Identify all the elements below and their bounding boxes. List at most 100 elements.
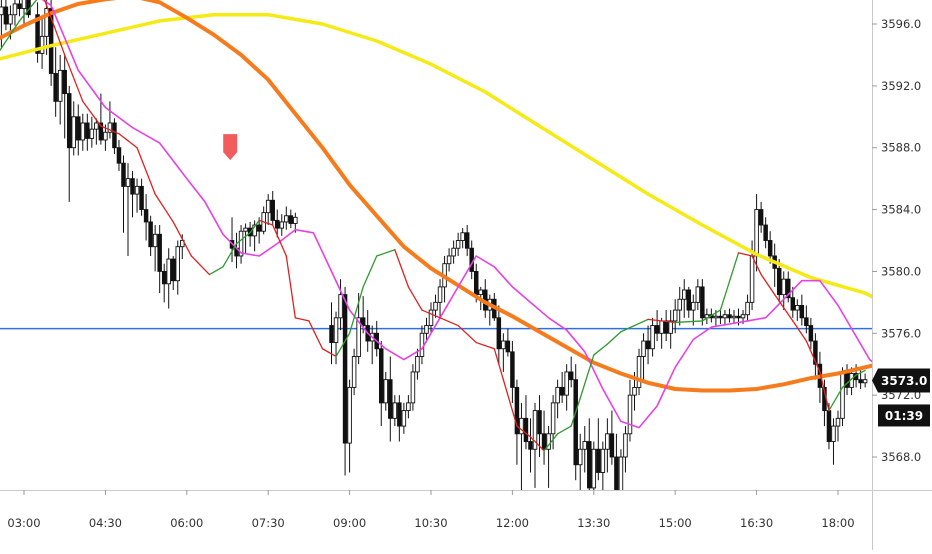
candle [654,310,660,342]
candle-body-up [175,246,181,282]
candle-body-up [284,215,289,223]
candle-body-down [464,232,470,249]
candle-body-up [107,122,113,133]
candle-body-up [672,309,678,322]
candle [424,317,429,342]
candle-body-up [252,224,257,237]
price-axis[interactable]: 3568.03572.03576.03580.03584.03588.03592… [872,17,921,464]
candle [582,426,588,473]
candle [410,364,416,411]
candle-body-down [342,294,348,444]
candle [356,293,361,365]
candle [143,194,149,241]
candle [501,333,506,372]
candle [455,232,461,256]
candle-body-up [650,325,655,350]
candle [858,370,863,389]
yellow-ma-line [0,12,872,299]
countdown-label-bg [878,404,930,427]
candle [695,279,701,311]
candle-body-down [379,348,384,404]
fast-ma-segment [855,369,866,376]
price-tick-label: 3596.0 [881,17,921,31]
candle [243,223,248,253]
candle-body-up [103,131,108,141]
candle [415,348,420,380]
fast-ma-segment [82,100,102,127]
candle [134,178,140,213]
candle [636,348,642,396]
last-price-text: 3573.0 [881,374,927,388]
plot-area[interactable] [0,0,892,534]
fast-ma-segment [502,379,518,427]
candle-body-up [501,340,506,350]
candle [392,395,398,427]
candle [731,310,737,325]
candle [170,255,176,290]
candle [600,441,606,490]
candle-body-down [130,178,135,195]
candle-body-down [139,185,144,211]
candle-body-up [166,258,171,285]
candle-body-up [623,433,628,458]
candle-body-up [125,178,131,187]
price-tick-label: 3584.0 [881,203,921,217]
candle [804,305,809,334]
candle-body-down [786,278,791,299]
candle [568,356,574,388]
candle [813,333,818,380]
candle [767,231,773,264]
candle-body-down [727,314,732,319]
time-tick-label: 12:00 [496,516,529,530]
candle-body-up [293,216,298,224]
candle [433,294,438,318]
candle-body-up [333,317,339,344]
candle [166,248,171,309]
candle-body-up [8,14,13,25]
orange-ma-line [0,0,872,393]
candle [451,240,456,264]
candle-body-down [767,240,773,257]
candle-body-up [795,305,800,311]
fast-ma-segment [0,20,21,52]
time-axis[interactable]: 03:00 04:30 06:00 07:30 09:00 10:30 12:00 13:30… [7,490,855,530]
candle [17,0,22,17]
candle [347,379,352,473]
candle-body-up [781,278,786,296]
candle-body-down [270,199,275,221]
candle [799,294,805,326]
candle-body-down [388,379,393,419]
candle [161,263,167,303]
candle [790,286,796,318]
candle [57,54,63,125]
candle-body-up [238,230,244,257]
candle-body-down [143,209,149,223]
candle-body-up [754,209,759,257]
candle-body-up [433,301,438,311]
sell-signal-arrow-icon[interactable] [223,134,238,161]
candle [514,379,520,465]
candle [763,217,768,249]
candle-body-up [383,379,389,404]
fast-ma-segment [475,341,495,350]
fast-ma-segment [348,286,364,334]
candle-body-down [360,317,366,327]
fast-ma-segment [579,354,595,399]
fast-ma-segment [258,219,274,226]
candle [691,294,696,326]
candle-body-down [596,448,601,473]
candle-body-down [48,8,54,74]
fast-ma-segment [805,340,821,373]
price-tick-label: 3576.0 [881,326,921,340]
candle [121,155,126,233]
candle [139,178,144,216]
fast-ma-segment [674,320,703,324]
candle-body-down [663,320,669,334]
candle [44,0,49,55]
candle [541,410,547,465]
candle [641,333,646,380]
candle-body-up [419,332,425,357]
candle [388,356,393,442]
